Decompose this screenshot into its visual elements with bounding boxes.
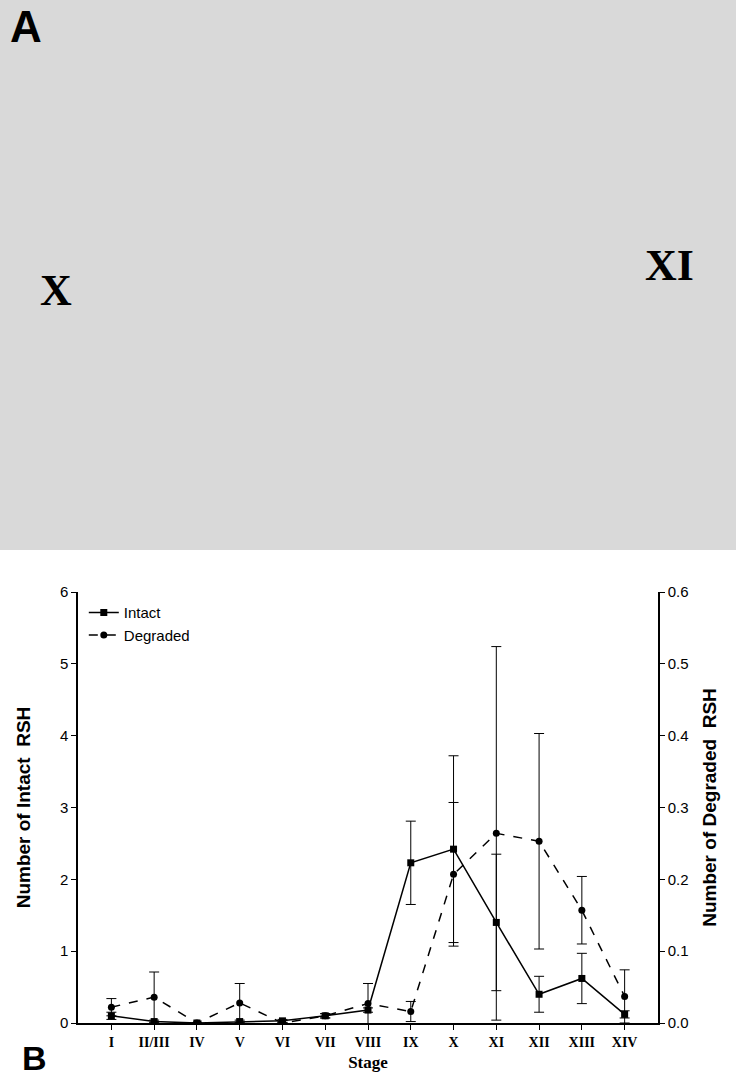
svg-text:Intact: Intact [124, 604, 162, 621]
svg-text:VII: VII [315, 1035, 336, 1050]
svg-text:Number of Degraded RSH: Number of Degraded RSH [699, 688, 720, 927]
svg-text:4: 4 [60, 727, 68, 744]
svg-text:XI: XI [489, 1035, 505, 1050]
svg-text:0.1: 0.1 [668, 942, 689, 959]
svg-text:0.5: 0.5 [668, 655, 689, 672]
svg-text:5: 5 [60, 655, 68, 672]
svg-text:XII: XII [529, 1035, 550, 1050]
svg-text:Stage: Stage [348, 1053, 388, 1072]
svg-text:1: 1 [60, 942, 68, 959]
svg-text:0.2: 0.2 [668, 871, 689, 888]
svg-text:Degraded: Degraded [124, 627, 190, 644]
svg-text:0.4: 0.4 [668, 727, 689, 744]
svg-text:0: 0 [60, 1014, 68, 1031]
html-text:XI: XI [645, 241, 694, 290]
svg-text:2: 2 [60, 871, 68, 888]
svg-text:0.0: 0.0 [668, 1014, 689, 1031]
svg-text:B: B [22, 1039, 47, 1077]
svg-text:XIII: XIII [569, 1035, 595, 1050]
svg-text:V: V [235, 1035, 245, 1050]
svg-text:IX: IX [403, 1035, 419, 1050]
svg-text:IV: IV [189, 1035, 205, 1050]
html-text:A: A [10, 2, 42, 51]
svg-text:VI: VI [275, 1035, 291, 1050]
svg-text:6: 6 [60, 583, 68, 600]
svg-text:Number of Intact RSH: Number of Intact RSH [13, 707, 34, 909]
svg-text:XIV: XIV [612, 1035, 638, 1050]
svg-text:0.3: 0.3 [668, 799, 689, 816]
html-text:X: X [40, 266, 72, 315]
svg-text:VIII: VIII [355, 1035, 381, 1050]
svg-text:II/III: II/III [139, 1035, 170, 1050]
svg-text:X: X [448, 1035, 458, 1050]
svg-text:I: I [109, 1035, 114, 1050]
svg-text:3: 3 [60, 799, 68, 816]
svg-text:0.6: 0.6 [668, 583, 689, 600]
